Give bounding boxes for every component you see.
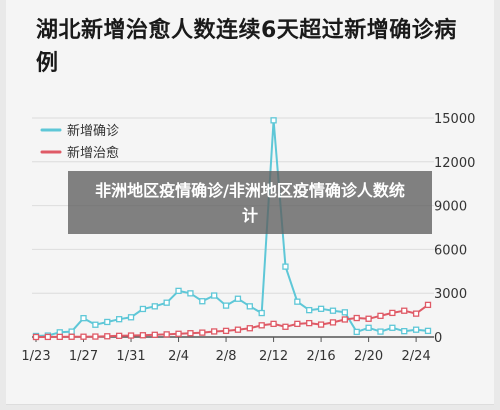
data-point (222, 327, 230, 335)
data-point (341, 309, 348, 316)
x-tick-label: 1/23 (21, 349, 50, 364)
data-point (234, 326, 242, 333)
data-point (306, 306, 313, 314)
data-point (246, 303, 253, 310)
x-tick-label: 1/31 (116, 349, 145, 364)
data-point (116, 316, 123, 323)
data-point (222, 302, 230, 309)
data-point (401, 307, 408, 314)
data-point (127, 332, 135, 339)
data-point (270, 320, 277, 328)
x-tick-label: 2/12 (259, 349, 288, 364)
data-point (199, 298, 206, 305)
x-tick-label: 2/20 (354, 349, 383, 364)
data-point (32, 333, 40, 341)
overlay-text: 非洲地区疫情确诊/非洲地区疫情确诊人数统计 (95, 180, 405, 225)
y-tick-label: 6000 (434, 243, 467, 258)
x-tick-label: 2/16 (306, 349, 335, 364)
data-point (377, 312, 384, 319)
data-point (127, 314, 135, 321)
data-point (294, 320, 301, 328)
data-point (163, 331, 170, 338)
data-point (80, 315, 87, 322)
data-point (329, 307, 337, 314)
y-tick-label: 12000 (434, 156, 475, 171)
data-point (68, 328, 75, 335)
data-point (353, 314, 360, 322)
x-tick-label: 1/27 (69, 349, 98, 364)
legend-label: 新增治愈 (67, 145, 119, 161)
data-point (389, 324, 396, 331)
data-point (80, 333, 87, 340)
data-point (341, 316, 348, 323)
data-point (139, 332, 147, 339)
data-point (412, 326, 420, 333)
x-tick-label: 2/8 (216, 349, 237, 364)
data-point (175, 330, 182, 337)
data-point (92, 333, 99, 340)
data-point (104, 318, 111, 326)
data-point (211, 292, 218, 299)
data-point (377, 328, 384, 335)
data-point (294, 298, 301, 305)
data-point (270, 117, 277, 124)
data-point (187, 290, 194, 297)
data-point (258, 322, 265, 329)
chart-title: 湖北新增治愈人数连续6天超过新增确诊病例 (36, 18, 457, 76)
series-line-0 (35, 119, 429, 337)
watermark-overlay: 非洲地区疫情确诊/非洲地区疫情确诊人数统计 (68, 171, 432, 234)
data-point (44, 333, 52, 341)
y-tick-label: 3000 (434, 287, 467, 302)
data-point (389, 309, 396, 317)
data-point (317, 321, 325, 328)
data-point (401, 328, 408, 335)
series-line-1 (35, 304, 429, 338)
data-point (412, 310, 420, 317)
data-point (92, 321, 99, 328)
data-point (68, 333, 75, 340)
data-point (365, 324, 372, 331)
y-tick-label: 15000 (434, 112, 475, 127)
data-point (151, 303, 158, 310)
y-tick-label: 9000 (434, 200, 467, 215)
data-point (246, 325, 253, 332)
data-point (151, 331, 158, 338)
data-point (211, 328, 218, 335)
data-point (424, 327, 432, 335)
data-point (365, 315, 372, 322)
x-tick-label: 2/4 (168, 349, 189, 364)
data-point (353, 328, 360, 336)
data-point (56, 333, 63, 341)
data-point (234, 295, 242, 302)
x-tick-label: 2/24 (402, 349, 431, 364)
data-point (116, 332, 123, 339)
data-point (175, 287, 182, 295)
data-point (139, 305, 147, 313)
data-point (329, 319, 337, 326)
data-point (282, 323, 289, 330)
data-point (306, 319, 313, 327)
data-point (317, 305, 325, 312)
data-point (424, 301, 432, 309)
data-point (258, 309, 265, 317)
data-point (187, 330, 194, 337)
data-point (104, 333, 111, 340)
data-point (282, 263, 289, 270)
legend-label: 新增确诊 (67, 123, 119, 139)
data-point (199, 329, 206, 336)
y-tick-label: 0 (434, 331, 442, 346)
data-point (163, 299, 170, 306)
